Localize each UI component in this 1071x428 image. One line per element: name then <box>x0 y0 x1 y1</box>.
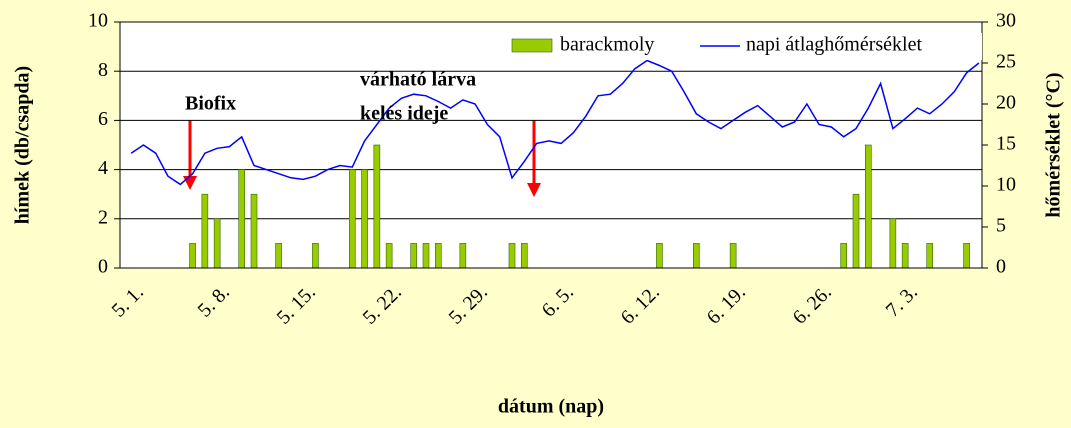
y2-tick-label: 20 <box>996 92 1016 114</box>
bar <box>729 243 737 269</box>
bar <box>901 243 909 269</box>
bar <box>926 243 934 269</box>
x-tick-label: 6. 19. <box>703 281 750 328</box>
bar <box>656 243 663 269</box>
y-tick-label: 2 <box>98 206 108 228</box>
bar <box>201 193 209 269</box>
y2-tick-label: 30 <box>996 10 1016 32</box>
bar <box>889 218 897 269</box>
bar <box>213 218 221 269</box>
y2-tick-label: 10 <box>996 174 1016 196</box>
y2-tick-label: 5 <box>996 215 1006 237</box>
arrow-head <box>527 183 541 197</box>
bar <box>361 169 368 269</box>
y2-axis-label: hőmérséklet (°C) <box>1043 72 1065 217</box>
x-tick-label: 5. 1. <box>108 281 148 321</box>
x-tick-label: 5. 29. <box>445 281 492 328</box>
legend-label: barackmoly <box>560 34 654 56</box>
bar <box>373 144 381 269</box>
y-tick-label: 10 <box>88 10 108 32</box>
bar <box>189 243 196 269</box>
y2-tick-label: 0 <box>996 256 1006 278</box>
temperature-line <box>130 59 980 186</box>
x-tick-label: 6. 5. <box>538 281 578 321</box>
bar <box>864 144 872 269</box>
bar <box>348 169 356 269</box>
plot-area <box>120 22 982 268</box>
y-tick-label: 8 <box>98 59 108 81</box>
bar <box>692 243 700 269</box>
y-axis-label: hímek (db/csapda) <box>12 66 34 224</box>
y-tick-label: 4 <box>98 157 108 179</box>
bar <box>275 243 282 269</box>
annotation: kelés ideje <box>360 103 448 125</box>
bar <box>250 193 258 269</box>
bar <box>840 243 848 269</box>
x-tick-label: 5. 15. <box>273 281 320 328</box>
x-axis-label: dátum (nap) <box>498 396 604 418</box>
bar <box>508 243 516 269</box>
x-tick-label: 7. 3. <box>882 281 922 321</box>
bar <box>852 193 860 269</box>
x-tick-label: 6. 26. <box>789 281 836 328</box>
bar <box>385 243 393 269</box>
bar <box>459 243 467 269</box>
bar <box>312 243 319 269</box>
annotation: Biofix <box>185 93 236 115</box>
x-tick-label: 6. 12. <box>617 281 664 328</box>
bar <box>238 169 246 269</box>
annotation: várható lárva <box>360 69 476 91</box>
bar <box>410 243 418 269</box>
y-tick-label: 0 <box>98 256 108 278</box>
bar <box>963 243 970 269</box>
bar <box>422 243 430 269</box>
x-tick-label: 5. 22. <box>359 281 406 328</box>
y2-tick-label: 25 <box>996 51 1016 73</box>
bar <box>434 243 442 269</box>
legend: barackmoly napi átlaghőmérséklet <box>505 33 982 60</box>
y-tick-label: 6 <box>98 108 108 130</box>
bar <box>520 243 528 269</box>
y2-tick-label: 15 <box>996 133 1016 155</box>
legend-swatch <box>511 38 553 53</box>
legend-box <box>505 33 982 60</box>
x-tick-label: 5. 8. <box>194 281 234 321</box>
legend-label: napi átlaghőmérséklet <box>746 34 922 56</box>
